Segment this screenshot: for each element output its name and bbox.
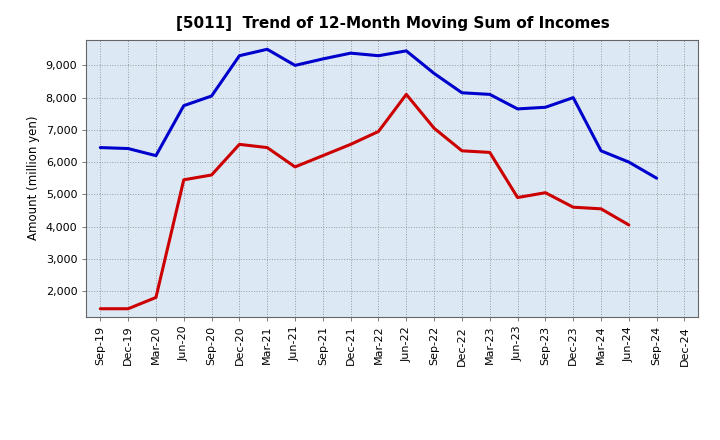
Net Income	[597, 206, 606, 212]
Title: [5011]  Trend of 12-Month Moving Sum of Incomes: [5011] Trend of 12-Month Moving Sum of I…	[176, 16, 609, 32]
Ordinary Income	[458, 90, 467, 95]
Ordinary Income	[430, 71, 438, 76]
Ordinary Income	[541, 105, 550, 110]
Y-axis label: Amount (million yen): Amount (million yen)	[27, 116, 40, 240]
Net Income	[374, 129, 383, 134]
Net Income	[430, 125, 438, 131]
Line: Ordinary Income: Ordinary Income	[100, 49, 657, 178]
Net Income	[235, 142, 243, 147]
Ordinary Income	[263, 47, 271, 52]
Net Income	[318, 153, 327, 158]
Net Income	[485, 150, 494, 155]
Line: Net Income: Net Income	[100, 95, 629, 309]
Ordinary Income	[291, 63, 300, 68]
Ordinary Income	[152, 153, 161, 158]
Ordinary Income	[402, 48, 410, 54]
Net Income	[513, 195, 522, 200]
Ordinary Income	[318, 56, 327, 62]
Net Income	[263, 145, 271, 150]
Net Income	[179, 177, 188, 183]
Ordinary Income	[346, 51, 355, 56]
Ordinary Income	[124, 146, 132, 151]
Ordinary Income	[652, 176, 661, 181]
Net Income	[402, 92, 410, 97]
Net Income	[152, 295, 161, 300]
Ordinary Income	[513, 106, 522, 111]
Net Income	[346, 142, 355, 147]
Ordinary Income	[235, 53, 243, 59]
Ordinary Income	[624, 159, 633, 165]
Net Income	[458, 148, 467, 154]
Net Income	[291, 164, 300, 169]
Net Income	[96, 306, 104, 312]
Ordinary Income	[207, 93, 216, 99]
Net Income	[569, 205, 577, 210]
Ordinary Income	[485, 92, 494, 97]
Ordinary Income	[179, 103, 188, 108]
Ordinary Income	[597, 148, 606, 154]
Ordinary Income	[374, 53, 383, 59]
Ordinary Income	[569, 95, 577, 100]
Ordinary Income	[96, 145, 104, 150]
Net Income	[207, 172, 216, 178]
Net Income	[541, 190, 550, 195]
Net Income	[624, 222, 633, 227]
Net Income	[124, 306, 132, 312]
